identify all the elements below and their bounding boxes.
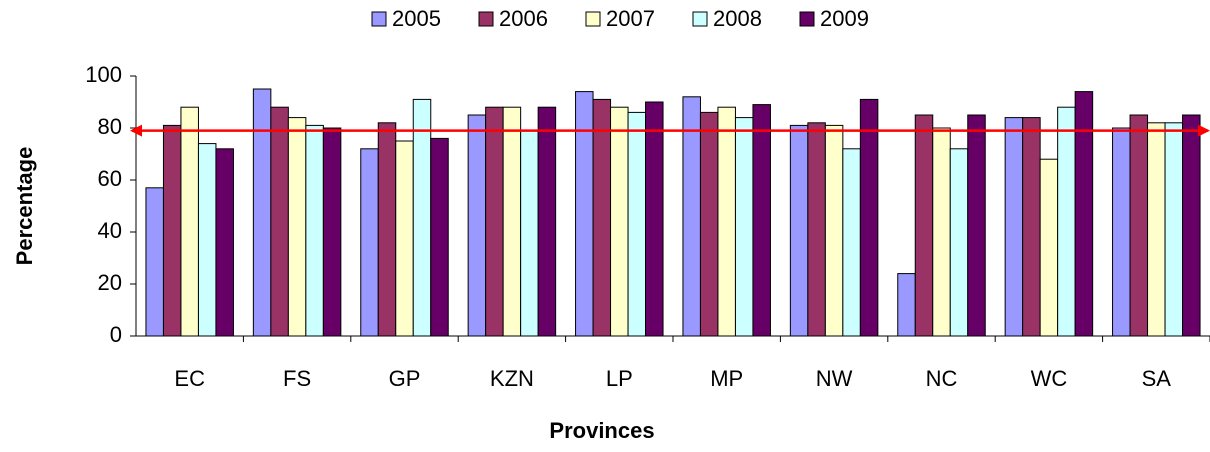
bar [502,106,522,337]
legend-label: 2005 [392,6,441,31]
x-axis-title: Provinces [549,418,654,443]
y-tick-label: 0 [110,322,122,347]
bar [682,96,701,337]
bar [610,106,629,337]
bar [1112,127,1131,337]
bar [1004,117,1024,337]
bar [897,273,916,337]
legend-label: 2008 [713,6,762,31]
bar [789,124,809,337]
bar [842,148,861,337]
bar [520,130,539,337]
legend-label: 2009 [820,6,869,31]
bar [180,106,199,337]
legend-swatch [478,11,494,27]
bar [322,127,342,337]
bar [467,114,487,337]
x-tick-label: EC [174,366,205,391]
bar [485,106,504,337]
bar [252,88,272,337]
bar [734,117,754,337]
bar [1057,106,1076,337]
x-tick-label: NC [926,366,958,391]
bar [1074,91,1094,337]
bar [162,124,182,337]
bar [949,148,969,337]
bar [377,122,397,337]
bar [430,137,449,337]
bar [145,187,164,337]
legend-swatch [692,11,708,27]
bar [824,124,844,337]
bar [537,106,557,337]
x-tick-label: GP [389,366,421,391]
legend-swatch [371,11,387,27]
bar [412,98,432,337]
bar [197,143,217,337]
y-tick-label: 40 [98,218,122,243]
legend-label: 2007 [606,6,655,31]
y-tick-label: 20 [98,270,122,295]
bar [932,127,951,337]
reference-arrow [1198,124,1210,137]
bar [1147,122,1166,337]
y-tick-label: 100 [85,62,122,87]
bar [699,111,719,337]
y-tick-label: 60 [98,166,122,191]
bar [1164,122,1184,337]
x-tick-label: SA [1142,366,1172,391]
bar [645,101,664,337]
bar [1022,117,1041,337]
bar [752,104,771,337]
bar [1039,158,1059,337]
bar [859,98,879,337]
x-tick-label: NW [816,366,853,391]
y-tick-label: 80 [98,114,122,139]
bar [627,111,647,337]
bar [360,148,379,337]
x-tick-label: LP [606,366,633,391]
bar [305,124,324,337]
bar [1182,114,1201,337]
x-tick-label: MP [710,366,743,391]
legend-label: 2006 [499,6,548,31]
bar [215,148,234,337]
legend-swatch [799,11,815,27]
bar [592,98,612,337]
bar [717,106,736,337]
bar [807,122,826,337]
bar [1129,114,1149,337]
bar [914,114,934,337]
y-axis-title: Percentage [12,147,37,266]
bar [575,91,594,337]
x-tick-label: KZN [490,366,534,391]
x-tick-label: FS [283,366,311,391]
reference-arrow [130,124,142,137]
bar [270,106,289,337]
legend-swatch [585,11,601,27]
x-tick-label: WC [1031,366,1068,391]
bar [287,117,307,337]
bar [395,140,414,337]
bar [967,114,986,337]
